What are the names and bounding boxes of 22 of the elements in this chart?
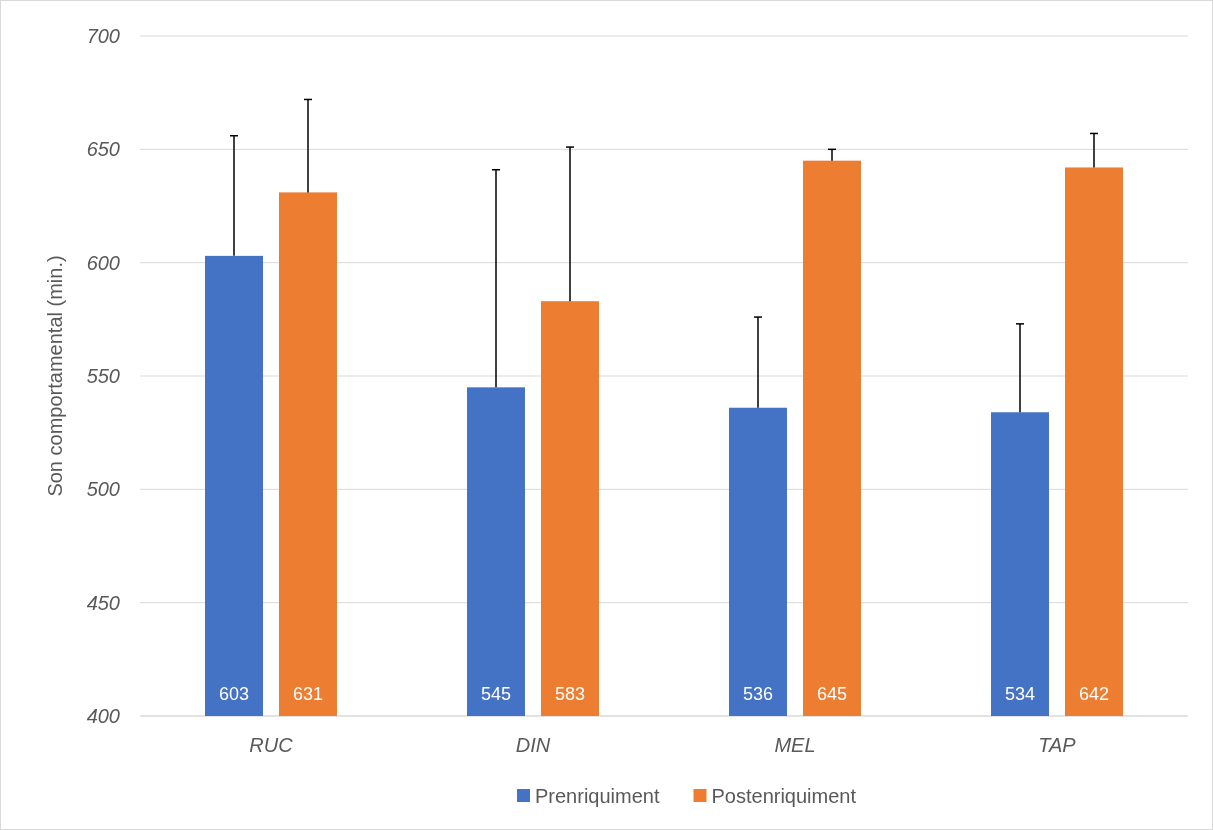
data-label: 536 (742, 684, 774, 704)
legend-label: Prenriquiment (535, 785, 660, 807)
y-tick-label: 700 (86, 25, 120, 47)
x-tick-label: TAP (1038, 734, 1077, 756)
x-tick-label: RUC (249, 734, 294, 756)
data-label: 642 (1078, 684, 1110, 704)
x-tick-label: MEL (774, 734, 816, 756)
y-tick-label: 550 (86, 365, 120, 387)
data-label: 583 (554, 684, 586, 704)
x-tick-label: DIN (515, 734, 551, 756)
data-label: 603 (218, 684, 250, 704)
y-tick-label: 600 (86, 251, 120, 274)
data-label: 645 (816, 684, 848, 704)
y-tick-label: 450 (86, 591, 120, 614)
data-label: 534 (1004, 684, 1036, 704)
y-tick-label: 500 (86, 478, 120, 501)
y-axis-title: Son comportamental (min.) (44, 255, 66, 497)
y-tick-label: 400 (86, 705, 120, 727)
data-label: 631 (292, 684, 324, 704)
data-label: 545 (480, 684, 512, 704)
y-tick-label: 650 (86, 138, 120, 161)
legend-label: Postenriquiment (711, 785, 857, 807)
